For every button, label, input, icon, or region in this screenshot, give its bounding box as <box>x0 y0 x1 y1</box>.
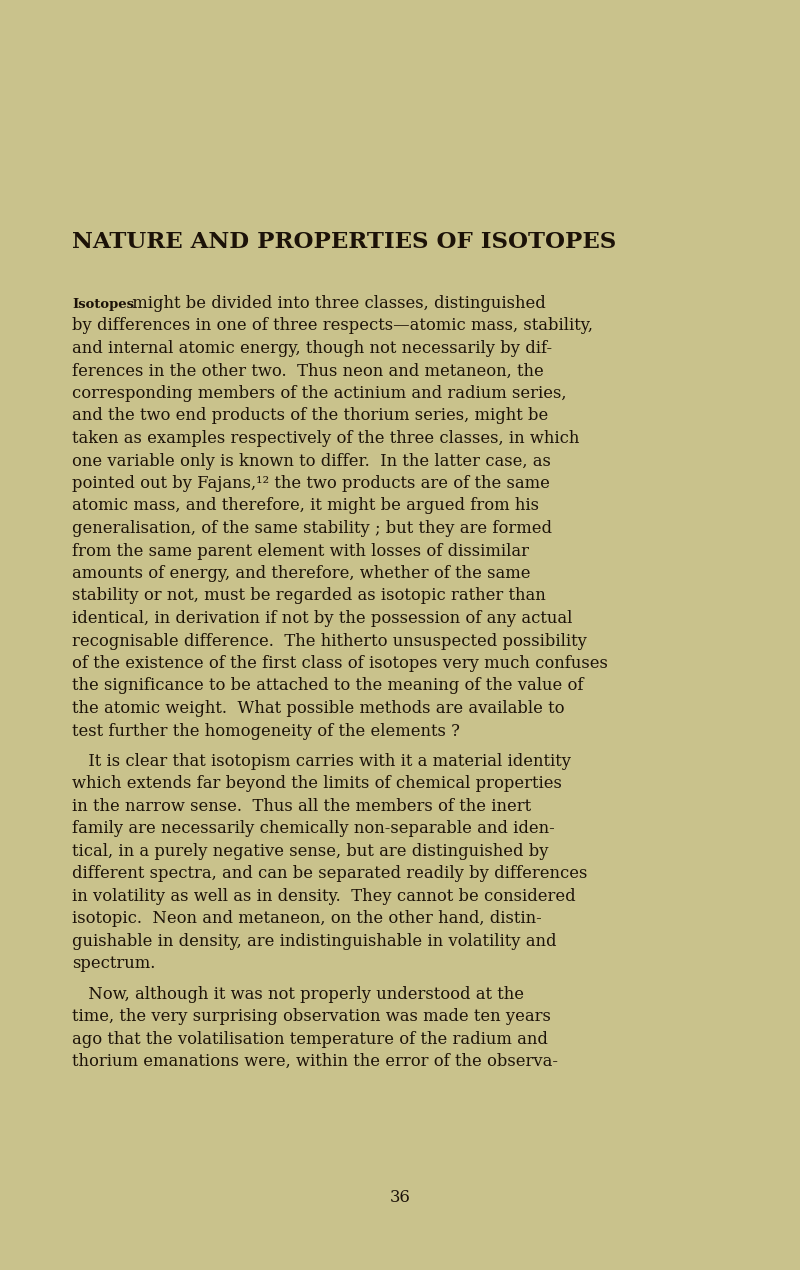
Text: the significance to be attached to the meaning of the value of: the significance to be attached to the m… <box>72 677 583 695</box>
Text: family are necessarily chemically non-separable and iden-: family are necessarily chemically non-se… <box>72 820 554 837</box>
Text: thorium emanations were, within the error of the observa-: thorium emanations were, within the erro… <box>72 1053 558 1071</box>
Text: might be divided into three classes, distinguished: might be divided into three classes, dis… <box>127 295 546 312</box>
Text: corresponding members of the actinium and radium series,: corresponding members of the actinium an… <box>72 385 566 403</box>
Text: of the existence of the first class of isotopes very much confuses: of the existence of the first class of i… <box>72 655 608 672</box>
Text: 36: 36 <box>390 1189 410 1206</box>
Text: different spectra, and can be separated readily by differences: different spectra, and can be separated … <box>72 865 587 883</box>
Text: It is clear that isotopism carries with it a material identity: It is clear that isotopism carries with … <box>72 753 571 770</box>
Text: recognisable difference.  The hitherto unsuspected possibility: recognisable difference. The hitherto un… <box>72 632 587 649</box>
Text: generalisation, of the same stability ; but they are formed: generalisation, of the same stability ; … <box>72 519 552 537</box>
Text: guishable in density, are indistinguishable in volatility and: guishable in density, are indistinguisha… <box>72 933 557 950</box>
Text: in the narrow sense.  Thus all the members of the inert: in the narrow sense. Thus all the member… <box>72 798 531 815</box>
Text: Now, although it was not properly understood at the: Now, although it was not properly unders… <box>72 986 524 1003</box>
Text: from the same parent element with losses of dissimilar: from the same parent element with losses… <box>72 542 529 560</box>
Text: stability or not, must be regarded as isotopic rather than: stability or not, must be regarded as is… <box>72 588 546 605</box>
Text: atomic mass, and therefore, it might be argued from his: atomic mass, and therefore, it might be … <box>72 498 539 514</box>
Text: Isotopes: Isotopes <box>72 298 134 311</box>
Text: amounts of energy, and therefore, whether of the same: amounts of energy, and therefore, whethe… <box>72 565 530 582</box>
Text: and internal atomic energy, though not necessarily by dif-: and internal atomic energy, though not n… <box>72 340 552 357</box>
Text: spectrum.: spectrum. <box>72 955 155 973</box>
Text: isotopic.  Neon and metaneon, on the other hand, distin-: isotopic. Neon and metaneon, on the othe… <box>72 911 542 927</box>
Text: the atomic weight.  What possible methods are available to: the atomic weight. What possible methods… <box>72 700 565 718</box>
Text: by differences in one of three respects—atomic mass, stability,: by differences in one of three respects—… <box>72 318 593 334</box>
Text: in volatility as well as in density.  They cannot be considered: in volatility as well as in density. The… <box>72 888 576 904</box>
Text: identical, in derivation if not by the possession of any actual: identical, in derivation if not by the p… <box>72 610 572 627</box>
Text: taken as examples respectively of the three classes, in which: taken as examples respectively of the th… <box>72 431 579 447</box>
Text: time, the very surprising observation was made ten years: time, the very surprising observation wa… <box>72 1008 551 1025</box>
Text: test further the homogeneity of the elements ?: test further the homogeneity of the elem… <box>72 723 460 739</box>
Text: which extends far beyond the limits of chemical properties: which extends far beyond the limits of c… <box>72 776 562 792</box>
Text: one variable only is known to differ.  In the latter case, as: one variable only is known to differ. In… <box>72 452 551 470</box>
Text: ago that the volatilisation temperature of the radium and: ago that the volatilisation temperature … <box>72 1031 548 1048</box>
Text: pointed out by Fajans,¹² the two products are of the same: pointed out by Fajans,¹² the two product… <box>72 475 550 491</box>
Text: NATURE AND PROPERTIES OF ISOTOPES: NATURE AND PROPERTIES OF ISOTOPES <box>72 231 616 253</box>
Text: and the two end products of the thorium series, might be: and the two end products of the thorium … <box>72 408 548 424</box>
Text: ferences in the other two.  Thus neon and metaneon, the: ferences in the other two. Thus neon and… <box>72 362 544 380</box>
Text: tical, in a purely negative sense, but are distinguished by: tical, in a purely negative sense, but a… <box>72 843 549 860</box>
